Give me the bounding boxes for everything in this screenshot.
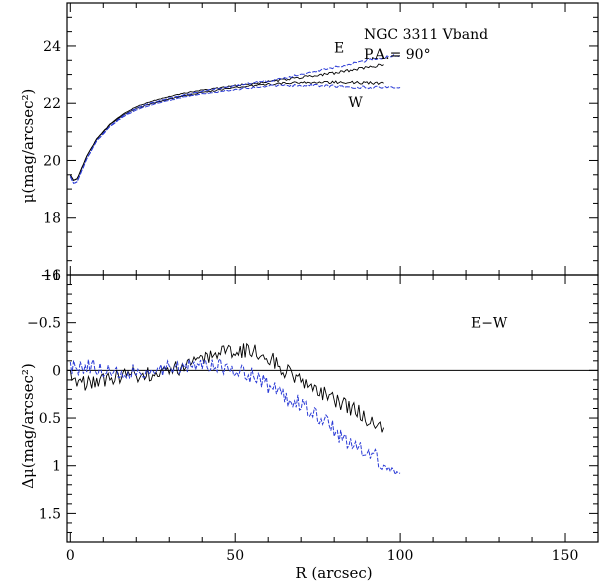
bottom-y-tick-label: −0.5 bbox=[27, 316, 61, 332]
top-series-line-0 bbox=[69, 80, 384, 181]
top-y-tick-label: 20 bbox=[43, 153, 61, 169]
x-axis-label: R (arcsec) bbox=[295, 564, 372, 581]
bottom-annotation-0: E−W bbox=[471, 316, 508, 332]
top-y-tick-label: 16 bbox=[43, 268, 61, 284]
top-annotation-0: W bbox=[348, 95, 363, 111]
top-annotation-1: E bbox=[334, 40, 344, 56]
top-y-tick-label: 24 bbox=[43, 39, 61, 55]
top-y-tick-label: 22 bbox=[43, 96, 61, 112]
top-series-line-2 bbox=[69, 83, 401, 184]
bottom-y-tick-label: 0 bbox=[52, 363, 61, 379]
bottom-panel: −1 −0.5 0 0.5 1 1.5 0 50 100 150 E−W bbox=[27, 268, 599, 564]
bottom-y-axis-label: Δμ(mag/arcsec²) bbox=[19, 363, 37, 489]
bottom-frame bbox=[66, 274, 599, 543]
top-panel: 16 18 20 22 24 W E bbox=[43, 2, 599, 284]
x-tick-label: 150 bbox=[552, 548, 579, 564]
bottom-series-line-0 bbox=[69, 342, 385, 433]
bottom-y-tick-label: 1.5 bbox=[39, 506, 61, 522]
top-series-line-3 bbox=[69, 54, 401, 184]
bottom-series-line-1 bbox=[69, 357, 401, 476]
top-frame bbox=[66, 2, 599, 276]
x-tick-label: 50 bbox=[226, 548, 244, 564]
top-title-line-2: P.A.= 90° bbox=[364, 47, 431, 63]
top-title-line-1: NGC 3311 Vband bbox=[364, 27, 488, 43]
bottom-y-tick-label: 0.5 bbox=[39, 411, 61, 427]
x-tick-label: 0 bbox=[66, 548, 75, 564]
top-y-tick-label: 18 bbox=[43, 211, 61, 227]
bottom-y-tick-label: −1 bbox=[40, 268, 61, 284]
top-y-axis-label: μ(mag/arcsec²) bbox=[19, 89, 37, 204]
bottom-y-tick-label: 1 bbox=[52, 459, 61, 475]
x-tick-label: 100 bbox=[387, 548, 414, 564]
